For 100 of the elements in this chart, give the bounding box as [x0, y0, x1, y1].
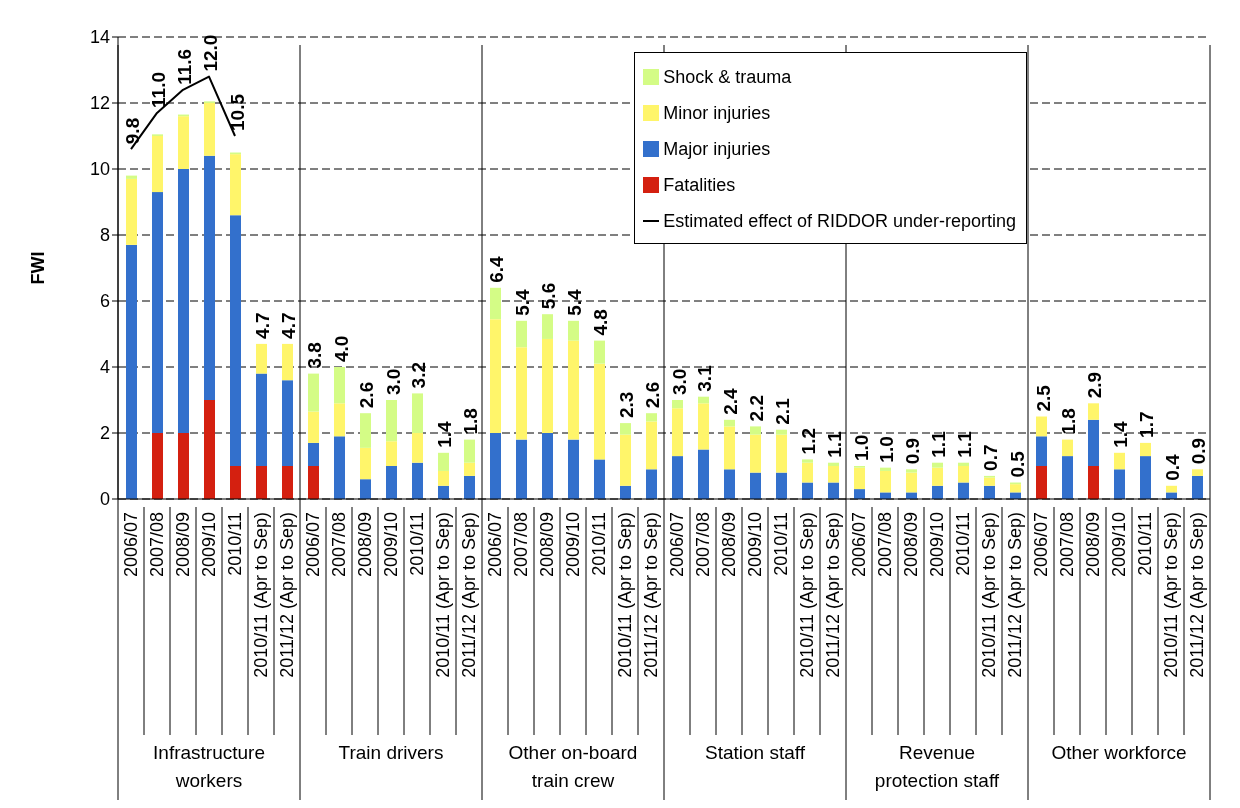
bar: [906, 492, 917, 499]
bar: [750, 426, 761, 435]
text: Station staff: [705, 742, 806, 763]
total-label: 5.4: [512, 288, 534, 316]
total-label: 1.4: [434, 420, 456, 448]
bar: [594, 459, 605, 499]
bar: [464, 475, 475, 499]
x-tick-label: 2008/09: [901, 512, 921, 578]
x-tick-label: 2006/07: [667, 512, 687, 578]
bar: [126, 244, 137, 499]
legend-label: Minor injuries: [663, 102, 771, 124]
bar: [828, 462, 839, 466]
bar: [1166, 492, 1177, 499]
y-tick-label: 6: [99, 291, 110, 312]
bar: [126, 178, 137, 245]
total-label: 2.2: [746, 394, 768, 422]
bar: [1088, 419, 1099, 466]
x-tick-label: 2010/11 (Apr to Sep): [979, 512, 999, 678]
total-label: 4.7: [252, 312, 274, 339]
y-tick-label: 0: [99, 489, 110, 510]
x-tick-label: 2010/11 (Apr to Sep): [615, 512, 635, 678]
x-tick-label: 2010/11 (Apr to Sep): [251, 512, 271, 678]
bar: [412, 433, 423, 463]
bar: [1140, 442, 1151, 457]
bar: [776, 429, 787, 435]
bar: [282, 380, 293, 466]
bar: [1010, 492, 1021, 499]
bar: [490, 319, 501, 433]
total-label: 5.4: [564, 288, 586, 316]
bar: [776, 472, 787, 499]
text: Other on-board train crew: [508, 742, 638, 791]
bar: [152, 433, 163, 499]
bar: [464, 439, 475, 463]
x-tick-label: 2011/12 (Apr to Sep): [1005, 512, 1025, 678]
bar: [1192, 469, 1203, 476]
bar: [698, 396, 709, 404]
total-label: 2.3: [616, 391, 638, 419]
bar: [178, 433, 189, 499]
bar: [230, 215, 241, 466]
bar: [568, 439, 579, 499]
total-label: 0.9: [1188, 437, 1210, 465]
bar: [308, 442, 319, 466]
text: Infrastructure workers: [153, 742, 265, 791]
bar: [308, 411, 319, 443]
bar: [204, 103, 215, 156]
x-tick-label: 2010/11: [1135, 512, 1155, 576]
total-label: 9.8: [122, 117, 144, 145]
total-label: 1.8: [460, 408, 482, 435]
bar: [620, 434, 631, 486]
x-tick-label: 2011/12 (Apr to Sep): [641, 512, 661, 678]
bar: [412, 393, 423, 433]
y-tick-label: 4: [99, 357, 110, 378]
total-label: 1.0: [850, 434, 872, 461]
total-label: 1.7: [1136, 411, 1158, 438]
bar: [490, 433, 501, 499]
bar: [1062, 439, 1073, 457]
x-tick-label: 2007/08: [1057, 512, 1077, 578]
x-tick-label: 2006/07: [849, 512, 869, 578]
total-label: 2.1: [772, 397, 794, 425]
bar: [360, 447, 371, 480]
x-tick-label: 2009/10: [381, 512, 401, 578]
bar: [542, 338, 553, 433]
bar: [802, 459, 813, 463]
bar: [932, 485, 943, 499]
bar: [282, 466, 293, 499]
bar: [958, 482, 969, 499]
bar: [412, 462, 423, 499]
x-tick-label: 2006/07: [1031, 512, 1051, 578]
x-tick-label: 2010/11: [589, 512, 609, 576]
bar: [672, 400, 683, 409]
bar: [1192, 475, 1203, 499]
total-label: 5.6: [538, 282, 560, 310]
bar: [646, 469, 657, 499]
total-label: 0.9: [902, 437, 924, 465]
bar: [646, 413, 657, 422]
x-tick-label: 2006/07: [121, 512, 141, 578]
bar: [802, 462, 813, 483]
bar: [776, 434, 787, 473]
total-label: 3.1: [694, 364, 716, 392]
bar: [334, 436, 345, 499]
total-label: 2.9: [1084, 371, 1106, 399]
bar: [204, 155, 215, 400]
bar: [750, 472, 761, 499]
bar: [1114, 452, 1125, 470]
bar: [620, 485, 631, 499]
x-tick-label: 2007/08: [511, 512, 531, 578]
x-tick-label: 2009/10: [745, 512, 765, 578]
x-tick-label: 2010/11 (Apr to Sep): [797, 512, 817, 678]
bar: [724, 469, 735, 499]
x-tick-label: 2010/11 (Apr to Sep): [1161, 512, 1181, 678]
x-tick-label: 2009/10: [199, 512, 219, 578]
bar: [360, 413, 371, 448]
x-tick-label: 2011/12 (Apr to Sep): [459, 512, 479, 678]
bar: [386, 400, 397, 442]
total-label: 0.7: [980, 444, 1002, 471]
bar: [542, 314, 553, 339]
bar: [672, 456, 683, 499]
x-tick-label: 2008/09: [719, 512, 739, 578]
bar: [282, 343, 293, 381]
bar: [880, 470, 891, 493]
